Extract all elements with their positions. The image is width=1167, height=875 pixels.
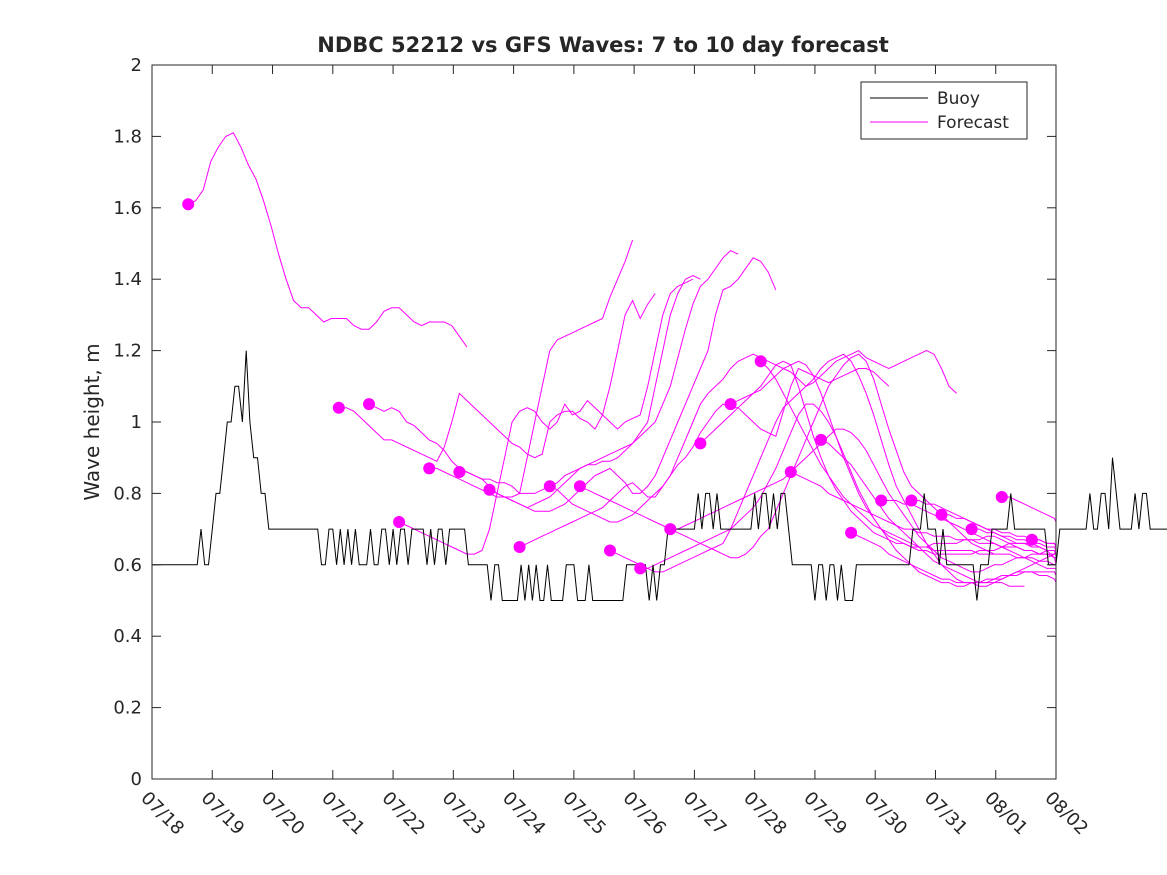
forecast-marker-15 (754, 355, 767, 368)
forecast-marker-18 (845, 526, 858, 539)
forecast-marker-22 (965, 523, 978, 536)
y-tick-label: 0 (131, 769, 142, 790)
forecast-marker-2 (363, 398, 375, 411)
legend-box (860, 81, 1028, 140)
forecast-marker-4 (423, 462, 436, 475)
forecast-marker-10 (604, 544, 616, 557)
y-tick-label: 0.2 (113, 698, 142, 719)
legend-buoy-label: Buoy (937, 89, 980, 109)
forecast-marker-8 (543, 480, 556, 493)
buoy-line (152, 350, 1167, 601)
forecast-marker-0 (182, 198, 195, 211)
forecast-marker-24 (1025, 533, 1038, 546)
forecast-line-12 (670, 428, 1057, 580)
forecast-marker-3 (393, 516, 406, 528)
y-tick-label: 1.4 (113, 269, 142, 290)
forecast-line-11 (640, 403, 1057, 590)
forecast-marker-14 (724, 398, 737, 411)
forecast-line-0 (187, 132, 468, 348)
y-tick-label: 2 (131, 55, 142, 76)
forecast-marker-19 (875, 494, 888, 507)
y-tick-label: 0.8 (113, 483, 142, 504)
forecast-line-2 (368, 239, 634, 495)
forecast-line-10 (609, 353, 1025, 587)
y-tick-label: 1.2 (113, 341, 142, 362)
y-tick-label: 1 (131, 412, 142, 433)
y-tick-label: 0.6 (113, 555, 142, 576)
forecast-marker-20 (905, 494, 918, 507)
forecast-line-7 (519, 367, 890, 548)
forecast-line-8 (549, 350, 957, 523)
forecast-line-6 (489, 257, 777, 512)
forecast-marker-23 (995, 491, 1008, 503)
legend-forecast-label: Forecast (937, 113, 1009, 133)
forecast-marker-16 (784, 466, 797, 478)
y-tick-label: 1.8 (113, 126, 142, 147)
forecast-line-4 (429, 275, 701, 498)
forecast-marker-5 (453, 466, 466, 478)
y-axis-label: Wave height, m (80, 343, 104, 500)
forecast-marker-13 (694, 437, 707, 450)
forecast-marker-11 (634, 562, 647, 575)
forecast-marker-6 (483, 483, 496, 496)
forecast-marker-1 (332, 401, 345, 414)
forecast-marker-7 (513, 541, 526, 553)
forecast-marker-9 (573, 480, 586, 493)
y-tick-label: 1.6 (113, 198, 142, 219)
forecast-marker-12 (664, 523, 677, 536)
y-tick-label: 0.4 (113, 626, 142, 647)
chart-title: NDBC 52212 vs GFS Waves: 7 to 10 day for… (317, 33, 888, 57)
forecast-marker-17 (815, 433, 827, 446)
legend: Buoy Forecast (860, 81, 1028, 140)
forecast-marker-21 (935, 508, 948, 521)
